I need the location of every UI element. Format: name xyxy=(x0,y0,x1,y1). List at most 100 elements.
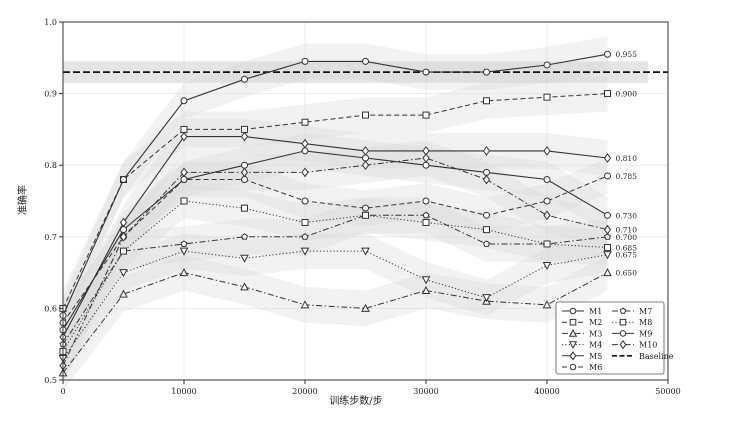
point-m9-8 xyxy=(543,61,551,69)
point-m10-3 xyxy=(240,167,249,178)
band-m7 xyxy=(63,197,608,363)
end-label-m1: 0.730 xyxy=(616,211,638,220)
point-m10-5 xyxy=(361,160,370,171)
point-m1-4 xyxy=(301,147,309,155)
legend-item-m1: M1 xyxy=(562,307,602,316)
point-m3-4 xyxy=(300,300,310,309)
band-m4 xyxy=(63,233,608,377)
y-tick-label-5: 1.0 xyxy=(44,18,57,27)
legend-marker-m9 xyxy=(619,330,627,337)
point-m9-7 xyxy=(483,68,490,76)
legend-marker-m10 xyxy=(619,339,627,350)
point-m3-1 xyxy=(119,289,128,298)
point-m7-2 xyxy=(180,240,188,247)
point-m1-3 xyxy=(241,161,248,169)
point-m7-9 xyxy=(604,233,611,240)
band-m9 xyxy=(63,36,608,334)
series-line-m5 xyxy=(62,136,608,338)
series-line-m7 xyxy=(62,214,608,345)
point-m8-7 xyxy=(483,226,490,234)
point-m1-5 xyxy=(362,154,369,162)
point-m2-8 xyxy=(543,93,551,101)
legend-marker-m2 xyxy=(569,318,577,326)
legend-marker-m1 xyxy=(569,307,577,315)
series-line-m2 xyxy=(62,93,608,309)
legend-label-m5: M5 xyxy=(589,352,602,361)
legend-item-m8: M8 xyxy=(612,318,652,327)
point-m7-3 xyxy=(241,233,248,240)
legend-label-m7: M7 xyxy=(639,307,652,316)
band-m2 xyxy=(63,75,608,327)
point-m6-2 xyxy=(180,176,188,184)
legend-label-m6: M6 xyxy=(589,363,602,372)
point-m10-8 xyxy=(543,210,551,221)
point-m4-3 xyxy=(240,254,249,263)
point-m4-8 xyxy=(542,261,552,270)
end-label-m6: 0.785 xyxy=(616,172,638,181)
point-m2-5 xyxy=(362,111,369,119)
end-label-m9: 0.955 xyxy=(616,50,638,59)
y-tick-label-2: 0.7 xyxy=(44,233,57,242)
legend-item-m6: M6 xyxy=(562,363,602,372)
point-m5-2 xyxy=(180,131,188,142)
band-m3 xyxy=(63,254,608,391)
point-m2-3 xyxy=(241,125,248,133)
legend-item-m9: M9 xyxy=(612,329,652,338)
point-m3-2 xyxy=(179,268,189,277)
end-label-m3: 0.650 xyxy=(616,269,638,278)
legend-label-m4: M4 xyxy=(589,341,602,350)
band-m6 xyxy=(63,158,608,341)
series-m4 xyxy=(58,247,612,364)
point-m5-5 xyxy=(361,146,370,156)
point-m8-5 xyxy=(362,211,369,219)
legend-label-baseline: Baseline xyxy=(639,352,674,361)
point-m9-5 xyxy=(362,57,369,65)
point-m5-9 xyxy=(603,153,612,163)
y-tick-label-0: 0.5 xyxy=(44,376,57,385)
x-tick-label-5: 50000 xyxy=(655,387,680,396)
point-m9-3 xyxy=(241,75,248,83)
point-m9-2 xyxy=(180,97,188,105)
x-tick-label-3: 30000 xyxy=(413,387,438,396)
point-m8-2 xyxy=(180,197,188,205)
point-m9-6 xyxy=(422,68,430,76)
legend-item-m10: M10 xyxy=(612,339,657,350)
point-m1-9 xyxy=(604,211,611,219)
x-tick-label-0: 0 xyxy=(60,387,65,396)
legend-marker-m5 xyxy=(569,351,577,361)
end-label-m5: 0.810 xyxy=(616,154,638,163)
series-line-m4 xyxy=(62,250,608,359)
point-m7-6 xyxy=(422,211,430,219)
point-m4-1 xyxy=(119,269,128,278)
point-m6-8 xyxy=(543,197,551,205)
point-m8-4 xyxy=(301,218,309,226)
baseline-layer xyxy=(63,61,668,83)
end-label-m4: 0.675 xyxy=(616,251,638,260)
point-m10-9 xyxy=(603,224,612,235)
x-tick-label-4: 40000 xyxy=(534,387,559,396)
point-m8-1 xyxy=(120,247,127,255)
point-m4-5 xyxy=(361,247,370,256)
point-m2-7 xyxy=(483,97,490,105)
confidence-band-layer xyxy=(63,36,608,391)
point-m3-3 xyxy=(240,282,249,291)
legend-item-m7: M7 xyxy=(612,307,652,316)
legend-marker-m8 xyxy=(619,318,627,326)
point-m10-1 xyxy=(119,231,128,242)
axes-layer: 0 10000 20000 30000 40000 50000 0.5 0.6 0.7 0.8 0.… xyxy=(44,18,680,396)
legend-label-m1: M1 xyxy=(589,307,602,316)
point-m2-9 xyxy=(604,90,611,98)
point-m6-5 xyxy=(362,204,369,212)
point-m10-2 xyxy=(180,167,188,178)
point-m6-6 xyxy=(422,197,430,205)
point-m3-5 xyxy=(361,303,370,312)
end-label-m2: 0.900 xyxy=(616,90,638,99)
point-m10-4 xyxy=(301,167,309,178)
end-label-m10: 0.710 xyxy=(616,226,638,235)
legend-item-m5: M5 xyxy=(562,351,602,361)
point-m10-6 xyxy=(422,153,430,163)
point-m5-1 xyxy=(119,217,128,228)
point-m6-9 xyxy=(604,172,611,180)
legend-label-m9: M9 xyxy=(639,329,652,338)
